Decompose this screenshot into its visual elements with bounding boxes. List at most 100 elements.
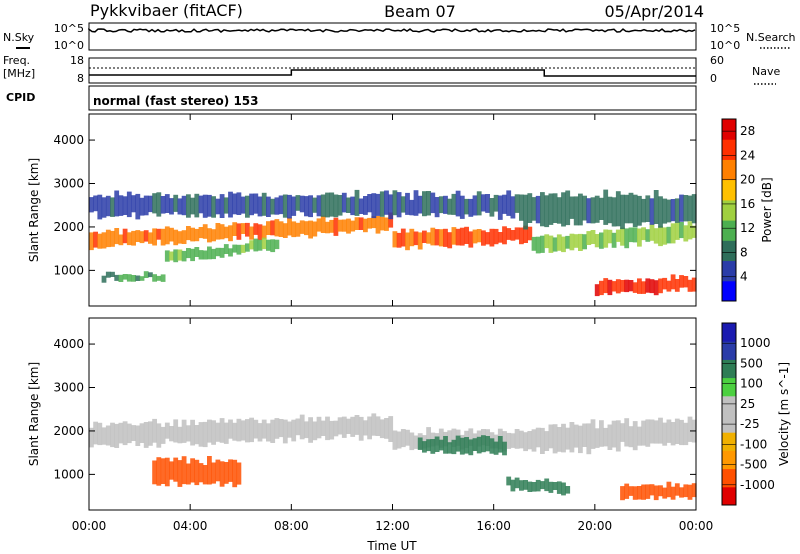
band-6-cell	[181, 195, 187, 216]
band-4-cell	[535, 236, 541, 254]
band-6-cell	[464, 198, 469, 215]
band-0-cell	[211, 420, 216, 445]
band-0-cell	[266, 423, 271, 442]
band-7-cell	[603, 189, 609, 225]
band-4-cell	[497, 436, 503, 453]
xtick-label: 20:00	[578, 519, 613, 533]
band-0-cell	[358, 217, 364, 230]
cpid-frame	[88, 85, 697, 111]
band-1-cell	[215, 247, 221, 257]
band-7-cell	[573, 196, 579, 226]
band-3-cell	[430, 227, 436, 246]
band-0-cell	[363, 218, 368, 233]
colorbar-tick-label: 500	[740, 356, 763, 370]
nsky-strip: N.Sky 10^5 10^0 10^5 10^0 N.Search	[3, 22, 796, 52]
band-6-cell	[679, 487, 684, 498]
band-0-cell	[245, 222, 250, 237]
band-6-cell	[392, 190, 398, 216]
band-6-cell	[388, 194, 394, 220]
band-0-cell	[304, 221, 309, 236]
band-7-cell	[691, 194, 697, 224]
band-0-cell	[173, 419, 179, 443]
band-3-cell	[413, 231, 419, 246]
band-4-cell	[624, 228, 630, 249]
band-3-cell	[164, 457, 170, 487]
band-4-cell	[493, 441, 499, 455]
band-3-cell	[468, 231, 474, 248]
nsky-frame	[88, 22, 697, 51]
band-5-cell	[561, 482, 566, 496]
band-4-cell	[544, 234, 550, 249]
band-4-cell	[590, 230, 596, 244]
band-2-cell	[687, 416, 693, 442]
band-3-cell	[152, 460, 157, 485]
band-3-cell	[409, 228, 415, 247]
band-0-cell	[181, 419, 187, 443]
band-5-cell	[615, 279, 621, 294]
band-4-cell	[573, 234, 579, 248]
band-1-cell	[510, 433, 516, 448]
band-2-cell	[603, 427, 609, 447]
freq-tick-low: 8	[77, 72, 84, 85]
band-3-cell	[476, 229, 482, 243]
band-0-cell	[320, 215, 326, 233]
colorbar-tick-label: -500	[740, 458, 767, 472]
band-6-cell	[194, 193, 200, 218]
band-7-cell	[670, 199, 676, 222]
band-6-cell	[683, 484, 689, 498]
cpid-strip: CPID normal (fast stereo) 153	[6, 85, 697, 111]
nave-tick-high: 60	[710, 54, 724, 67]
band-7-cell	[582, 195, 587, 221]
band-0-cell	[325, 221, 330, 234]
band-3-cell	[523, 225, 528, 243]
band-5-cell	[531, 482, 537, 492]
band-7-cell	[556, 197, 562, 224]
colorbar-swatch	[722, 323, 736, 342]
band-0-cell	[93, 421, 98, 445]
band-0-cell	[350, 220, 356, 232]
band-4-cell	[599, 232, 604, 249]
band-0-cell	[118, 422, 124, 444]
band-2-cell	[126, 274, 132, 282]
band-7-cell	[641, 198, 646, 223]
band-6-cell	[177, 198, 183, 215]
colorbar-frame	[721, 322, 737, 506]
band-2-cell	[599, 420, 604, 447]
band-3-cell	[223, 462, 229, 484]
colorbar-swatch	[722, 159, 736, 181]
band-3-cell	[493, 228, 499, 245]
band-6-cell	[653, 485, 659, 501]
band-6-cell	[105, 195, 111, 217]
colorbar-tick-label: -1000	[740, 478, 775, 492]
band-1-cell	[202, 250, 208, 260]
band-7-cell	[620, 194, 625, 230]
band-6-cell	[114, 190, 120, 217]
band-5-cell	[653, 280, 659, 296]
band-0-cell	[118, 234, 124, 246]
band-6-cell	[325, 192, 330, 218]
band-1-cell	[405, 429, 410, 446]
ytick-label: 1000	[53, 263, 84, 277]
band-6-cell	[506, 190, 512, 216]
band-0-cell	[379, 419, 385, 439]
band-4-cell	[653, 228, 659, 244]
band-6-cell	[282, 194, 288, 218]
band-7-cell	[599, 197, 604, 220]
band-3-cell	[443, 228, 448, 247]
band-2-cell	[143, 271, 149, 278]
band-0-cell	[223, 226, 229, 239]
band-6-cell	[670, 486, 676, 500]
band-4-cell	[607, 229, 613, 244]
band-6-cell	[304, 196, 309, 217]
band-0-cell	[274, 219, 280, 237]
band-3-cell	[481, 230, 486, 246]
band-1-cell	[502, 431, 507, 452]
band-4-cell	[670, 223, 676, 244]
colorbar-tick-label: -25	[740, 417, 760, 431]
band-2-cell	[573, 424, 579, 448]
colorbar-swatch	[722, 450, 736, 470]
band-4-cell	[531, 236, 537, 251]
ytick-label: 2000	[53, 220, 84, 234]
band-4-cell	[637, 228, 642, 247]
